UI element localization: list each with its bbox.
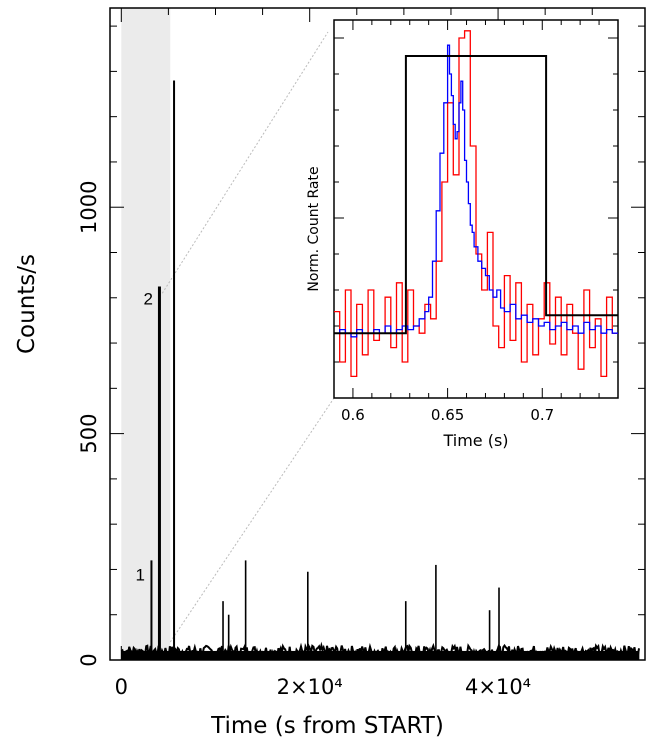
main-light-curve: 1 2 0 500 1000 0 2×10⁴ 4×10⁴ Time (s from START)… bbox=[14, 7, 646, 739]
inset-burst-profile: 0.6 0.65 0.7 Time (s) Norm. Count Rate bbox=[306, 19, 619, 450]
y-tick-label: 0 bbox=[77, 653, 101, 666]
inset-series-blue bbox=[334, 44, 618, 338]
y-axis-label: Counts/s bbox=[14, 254, 40, 354]
inset-x-tick-label: 0.65 bbox=[431, 406, 464, 424]
y-tick-label: 500 bbox=[77, 414, 101, 454]
burst-label-2: 2 bbox=[143, 289, 152, 308]
x-tick-label: 0 bbox=[115, 675, 128, 699]
inset-series-black bbox=[334, 55, 618, 335]
burst-label-1: 1 bbox=[135, 565, 144, 584]
x-tick-label: 4×10⁴ bbox=[465, 675, 531, 699]
x-tick-label: 2×10⁴ bbox=[277, 675, 343, 699]
main-frame bbox=[109, 7, 646, 661]
inset-x-tick-label: 0.7 bbox=[530, 406, 554, 424]
inset-y-axis-label: Norm. Count Rate bbox=[306, 166, 322, 291]
inset-x-axis-label: Time (s) bbox=[442, 431, 508, 450]
highlight-region bbox=[121, 8, 171, 660]
zoom-line-bottom bbox=[169, 397, 335, 643]
y-tick-label: 1000 bbox=[77, 180, 101, 233]
inset-x-tick-label: 0.6 bbox=[341, 406, 365, 424]
x-axis-label: Time (s from START) bbox=[210, 713, 444, 739]
zoom-line-top bbox=[161, 31, 329, 294]
baseline-band bbox=[121, 650, 640, 660]
